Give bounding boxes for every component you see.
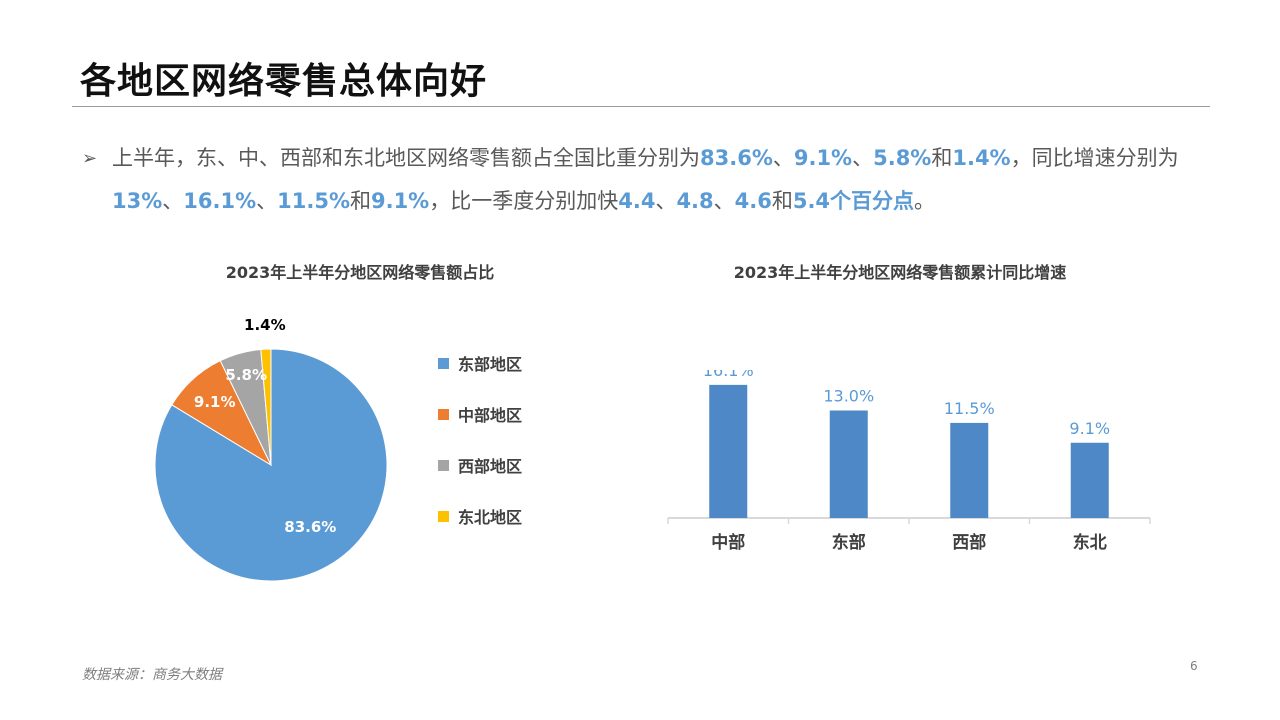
highlight-value: 9.1%	[370, 189, 430, 213]
title-divider	[72, 106, 1210, 107]
text-segment: 、	[772, 146, 794, 170]
bar-category-label: 西部	[952, 532, 986, 553]
highlight-value: 4.6	[734, 189, 772, 213]
highlight-value: 9.1%	[793, 146, 853, 170]
pie-chart-title: 2023年上半年分地区网络零售额占比	[225, 263, 495, 282]
legend-northeast: 东北地区	[438, 505, 522, 527]
bar-1	[829, 410, 868, 518]
highlight-value: 1.4%	[952, 146, 1011, 170]
highlight-value: 5.4个百分点	[792, 189, 915, 213]
bar-category-label: 东北	[1073, 532, 1107, 553]
slide-title: 各地区网络零售总体向好	[80, 61, 488, 102]
legend-label: 东部地区	[458, 355, 523, 374]
text-segment: 、	[852, 146, 874, 170]
legend-label: 东北地区	[458, 508, 523, 527]
highlight-value: 4.4	[618, 189, 656, 213]
bar-value-label: 13.0%	[823, 387, 874, 406]
text-segment: 和	[771, 189, 793, 213]
text-segment: 、	[713, 189, 735, 213]
highlight-value: 83.6%	[700, 146, 773, 170]
legend-swatch	[438, 459, 449, 471]
legend-swatch	[438, 408, 449, 420]
pie-data-label: 5.8%	[225, 365, 267, 384]
highlight-value: 16.1%	[183, 189, 257, 213]
bar-3	[1070, 442, 1109, 518]
legend-west: 西部地区	[438, 454, 522, 476]
legend-central: 中部地区	[438, 403, 522, 425]
legend-swatch	[438, 510, 449, 522]
summary-text: 上半年，东、中、西部和东北地区网络零售额占全国比重分别为83.6%、9.1%、5…	[112, 137, 1212, 223]
text-segment: ，比一季度分别加快	[429, 189, 619, 213]
bar-0	[709, 384, 748, 518]
highlight-value: 5.8%	[873, 146, 932, 170]
legend-swatch	[438, 357, 449, 369]
text-segment: 、	[162, 189, 184, 213]
highlight-value: 11.5%	[277, 189, 350, 213]
pie-slice-east	[154, 348, 388, 582]
text-segment: 和	[349, 189, 371, 213]
bar-value-label: 11.5%	[944, 399, 995, 418]
bar-category-label: 东部	[832, 532, 866, 553]
bullet-arrow-icon: ➢	[82, 148, 98, 169]
bar-chart: 16.1% 中部 13.0% 东部 11.5% 西部 9.1% 东北	[667, 370, 1151, 553]
bar-category-label: 中部	[711, 532, 745, 553]
summary-bullet: ➢ 上半年，东、中、西部和东北地区网络零售额占全国比重分别为83.6%、9.1%…	[82, 137, 1212, 223]
text-segment: ，同比增速分别为	[1010, 146, 1179, 170]
text-segment: 和	[931, 146, 953, 170]
bar-value-label: 9.1%	[1069, 419, 1110, 438]
legend-label: 中部地区	[458, 406, 523, 425]
highlight-value: 13%	[112, 189, 163, 213]
bar-2	[950, 422, 989, 518]
legend-east: 东部地区	[438, 352, 522, 374]
data-source: 数据来源：商务大数据	[82, 667, 222, 683]
text-segment: 上半年，东、中、西部和东北地区网络零售额占全国比重分别为	[112, 146, 700, 170]
text-segment: 。	[914, 189, 936, 213]
pie-data-label: 1.4%	[244, 315, 286, 334]
pie-slice-northeast	[260, 348, 272, 466]
pie-data-label: 83.6%	[284, 517, 337, 536]
bar-chart-title: 2023年上半年分地区网络零售额累计同比增速	[733, 263, 1067, 282]
legend-label: 西部地区	[458, 457, 523, 476]
text-segment: 、	[256, 189, 278, 213]
highlight-value: 4.8	[676, 189, 714, 213]
pie-data-label: 9.1%	[193, 393, 236, 412]
bar-value-label: 16.1%	[703, 370, 754, 380]
text-segment: 、	[655, 189, 677, 213]
pie-chart	[154, 348, 388, 582]
page-number: 6	[1190, 659, 1198, 673]
